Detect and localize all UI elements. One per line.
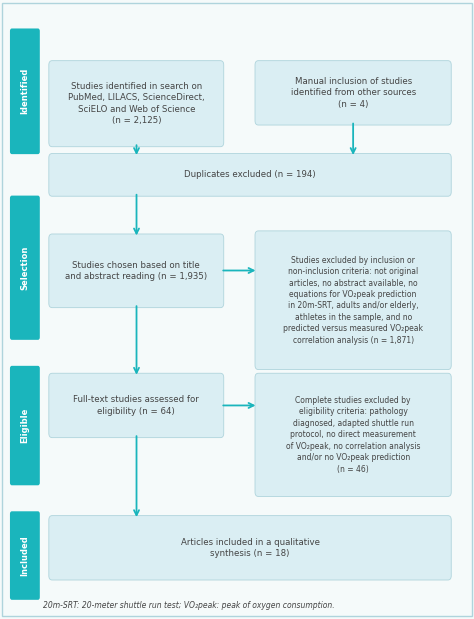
FancyBboxPatch shape [10, 196, 40, 340]
FancyBboxPatch shape [10, 366, 40, 485]
Text: Studies excluded by inclusion or
non-inclusion criteria: not original
articles, : Studies excluded by inclusion or non-inc… [283, 256, 423, 345]
FancyBboxPatch shape [49, 234, 224, 308]
Text: Studies identified in search on
PubMed, LILACS, ScienceDirect,
SciELO and Web of: Studies identified in search on PubMed, … [68, 82, 205, 126]
FancyBboxPatch shape [49, 373, 224, 438]
FancyBboxPatch shape [10, 511, 40, 600]
FancyBboxPatch shape [49, 154, 451, 196]
Text: Duplicates excluded (n = 194): Duplicates excluded (n = 194) [184, 170, 316, 180]
Text: Selection: Selection [20, 246, 29, 290]
Text: Included: Included [20, 535, 29, 576]
Text: Identified: Identified [20, 68, 29, 115]
Text: 20m-SRT: 20-meter shuttle run test; VO₂peak: peak of oxygen consumption.: 20m-SRT: 20-meter shuttle run test; VO₂p… [43, 601, 334, 610]
FancyBboxPatch shape [255, 61, 451, 125]
FancyBboxPatch shape [255, 373, 451, 496]
Text: Complete studies excluded by
eligibility criteria: pathology
diagnosed, adapted : Complete studies excluded by eligibility… [286, 396, 420, 474]
FancyBboxPatch shape [49, 61, 224, 147]
Text: Full-text studies assessed for
eligibility (n = 64): Full-text studies assessed for eligibili… [73, 395, 199, 416]
Text: Studies chosen based on title
and abstract reading (n = 1,935): Studies chosen based on title and abstra… [65, 261, 207, 281]
FancyBboxPatch shape [255, 231, 451, 370]
Text: Articles included in a qualitative
synthesis (n = 18): Articles included in a qualitative synth… [181, 537, 319, 558]
FancyBboxPatch shape [49, 516, 451, 580]
FancyBboxPatch shape [10, 28, 40, 154]
Text: Eligible: Eligible [20, 408, 29, 443]
Text: Manual inclusion of studies
identified from other sources
(n = 4): Manual inclusion of studies identified f… [291, 77, 416, 109]
